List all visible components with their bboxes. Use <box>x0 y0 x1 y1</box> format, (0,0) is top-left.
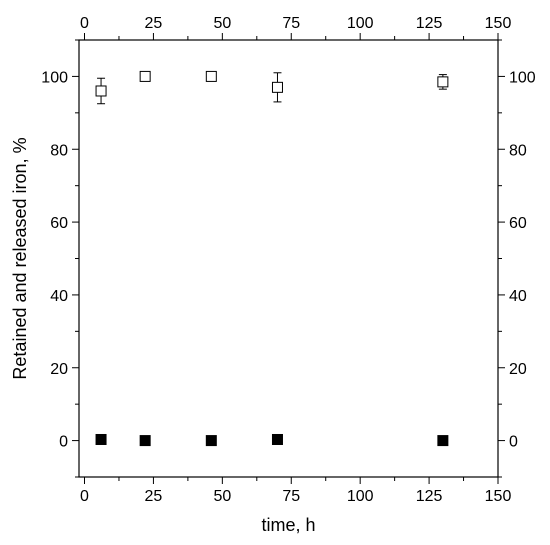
y-tick-label: 100 <box>41 69 68 86</box>
x-tick-label: 125 <box>416 488 443 505</box>
top-tick-label: 125 <box>416 15 443 32</box>
y-tick-label: 80 <box>50 142 68 159</box>
data-point-filled <box>437 435 449 447</box>
data-point-open <box>205 70 217 82</box>
data-point-open <box>437 76 449 88</box>
x-tick-label: 50 <box>213 488 231 505</box>
ticks-layer: 0 25 50 75 100 125 150 0 25 50 75 100 125 150 0 0 20 20 40… <box>41 15 536 505</box>
top-tick-label: 0 <box>80 15 89 32</box>
data-point-filled <box>205 435 217 447</box>
x-axis-title: time, h <box>261 515 315 535</box>
x-tick-label: 75 <box>282 488 300 505</box>
top-tick-label: 100 <box>347 15 374 32</box>
top-tick-label: 50 <box>213 15 231 32</box>
y-tick-label: 20 <box>50 361 68 378</box>
data-point-open <box>95 85 107 97</box>
marks-layer <box>95 70 449 447</box>
x-tick-label: 150 <box>485 488 512 505</box>
right-y-tick-label: 60 <box>509 215 527 232</box>
y-tick-label: 60 <box>50 215 68 232</box>
data-point-open <box>139 70 151 82</box>
top-tick-label: 25 <box>145 15 163 32</box>
x-tick-label: 25 <box>145 488 163 505</box>
plot-frame <box>78 39 499 478</box>
y-tick-label: 0 <box>59 434 68 451</box>
y-tick-label: 40 <box>50 288 68 305</box>
top-tick-label: 150 <box>485 15 512 32</box>
right-y-tick-label: 80 <box>509 142 527 159</box>
data-point-filled <box>139 435 151 447</box>
data-point-open <box>271 81 283 93</box>
right-y-tick-label: 100 <box>509 69 536 86</box>
y-axis-title: Retained and released iron, % <box>10 137 30 379</box>
data-point-filled <box>271 433 283 445</box>
x-tick-label: 100 <box>347 488 374 505</box>
right-y-tick-label: 40 <box>509 288 527 305</box>
x-tick-label: 0 <box>80 488 89 505</box>
data-point-filled <box>95 433 107 445</box>
right-y-tick-label: 20 <box>509 361 527 378</box>
top-tick-label: 75 <box>282 15 300 32</box>
right-y-tick-label: 0 <box>509 434 518 451</box>
